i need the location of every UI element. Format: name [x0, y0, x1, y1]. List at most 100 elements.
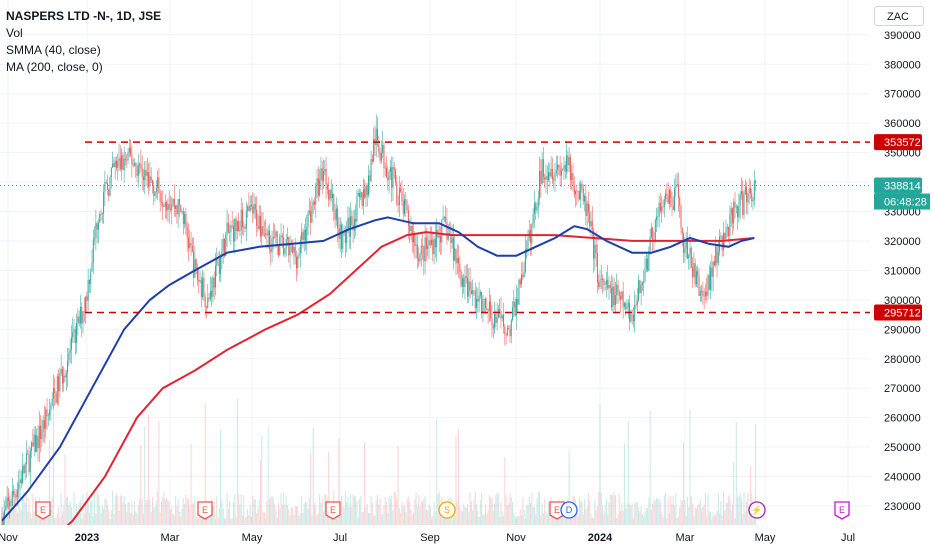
volume-bar: [649, 411, 651, 525]
volume-bar: [100, 512, 102, 525]
candle-body: [554, 172, 556, 181]
candle-body: [455, 248, 457, 264]
candle-body: [701, 291, 703, 292]
time-tick-label: Mar: [161, 532, 180, 544]
candle-body: [650, 227, 652, 237]
time-axis[interactable]: Nov 2023 Mar May Jul Sep Nov 2024 Mar May Jul: [0, 525, 932, 550]
candle-body: [545, 176, 547, 180]
volume-bar: [654, 501, 656, 525]
candle-body: [692, 267, 694, 278]
legend-smma[interactable]: SMMA (40, close): [6, 43, 101, 57]
candle-body: [464, 275, 466, 288]
chart-grid: [0, 0, 870, 525]
volume-bar: [663, 495, 665, 525]
volume-bar: [117, 496, 119, 525]
candle-body: [674, 188, 676, 211]
candle-body: [141, 168, 143, 177]
price-tick-label: 320000: [884, 236, 921, 248]
volume-bar: [33, 511, 35, 525]
candle-body: [42, 420, 44, 432]
currency-button[interactable]: ZAC: [874, 6, 924, 26]
volume-bar: [694, 507, 696, 525]
volume-bar: [643, 516, 645, 525]
volume-bar: [22, 496, 24, 525]
price-axis[interactable]: 230000 240000 250000 260000 270000 280000 2900…: [870, 0, 932, 550]
symbol-title[interactable]: NASPERS LTD -N-, 1D, JSE: [6, 9, 162, 23]
candle-body: [504, 326, 506, 335]
volume-bar: [728, 495, 730, 525]
volume-bar: [168, 501, 170, 525]
volume-bar: [577, 516, 579, 525]
legend-ma[interactable]: MA (200, close, 0): [6, 60, 103, 74]
volume-bar: [614, 495, 616, 525]
candle-body: [559, 167, 561, 176]
volume-bar: [710, 512, 712, 525]
candle-body: [36, 435, 38, 452]
volume-bar: [667, 498, 669, 525]
volume-bar: [726, 502, 728, 525]
volume-bar: [397, 446, 399, 525]
volume-bar: [504, 456, 506, 525]
candle-body: [262, 226, 264, 235]
news-icon: [748, 501, 766, 519]
candle-body: [214, 265, 216, 288]
candle-body: [236, 221, 238, 232]
volume-bar: [492, 510, 494, 525]
volume-bar: [181, 508, 183, 525]
candle-body: [168, 204, 170, 209]
candle-body: [596, 252, 598, 283]
volume-bar: [196, 518, 198, 525]
volume-bar: [137, 505, 139, 525]
candle-body: [114, 160, 116, 167]
candle-body: [451, 237, 453, 243]
candle-body: [110, 167, 112, 178]
volume-bar: [422, 502, 424, 525]
candle-body: [587, 203, 589, 213]
earnings-icon: [549, 501, 565, 520]
volume-bar: [199, 515, 201, 525]
volume-bar: [429, 506, 431, 525]
candle-body: [328, 189, 330, 200]
price-tick-label: 380000: [884, 59, 921, 71]
volume-bar: [722, 491, 724, 525]
volume-bar: [514, 516, 516, 525]
volume-bar: [522, 497, 524, 525]
countdown-bg: [874, 193, 930, 210]
dividend-label: D: [566, 505, 573, 515]
candle-body: [231, 225, 233, 227]
volume-bar: [158, 420, 160, 525]
legend-volume[interactable]: Vol: [6, 26, 23, 40]
volume-bar: [65, 497, 67, 525]
volume-bar: [431, 517, 433, 525]
volume-bar: [461, 511, 463, 525]
candle-body: [546, 176, 548, 180]
volume-bar: [396, 498, 398, 525]
candle-body: [413, 233, 415, 243]
volume-bar: [263, 512, 265, 525]
volume-bar: [580, 501, 582, 525]
price-tick-label: 230000: [884, 501, 921, 513]
candle-body: [388, 171, 390, 181]
candle-body: [472, 290, 474, 295]
candle-body: [398, 188, 400, 206]
news-label: ⚡: [751, 504, 762, 516]
candle-body: [213, 277, 215, 288]
candle-body: [76, 322, 78, 343]
candle-body: [443, 217, 445, 219]
volume-bar: [105, 498, 107, 525]
volume-bar: [434, 511, 436, 525]
candle-body: [576, 190, 578, 192]
candle-body: [244, 226, 246, 229]
candle-body: [618, 292, 620, 296]
candle-body: [92, 239, 94, 263]
candle-body: [707, 275, 709, 296]
candle-body: [702, 291, 704, 296]
candle-body: [186, 226, 188, 238]
candle-body: [531, 223, 533, 244]
volume-bar: [145, 499, 147, 525]
candle-body: [380, 153, 382, 161]
volume-bar: [693, 515, 695, 525]
volume-bar: [476, 504, 478, 525]
volume-bar: [401, 502, 403, 525]
